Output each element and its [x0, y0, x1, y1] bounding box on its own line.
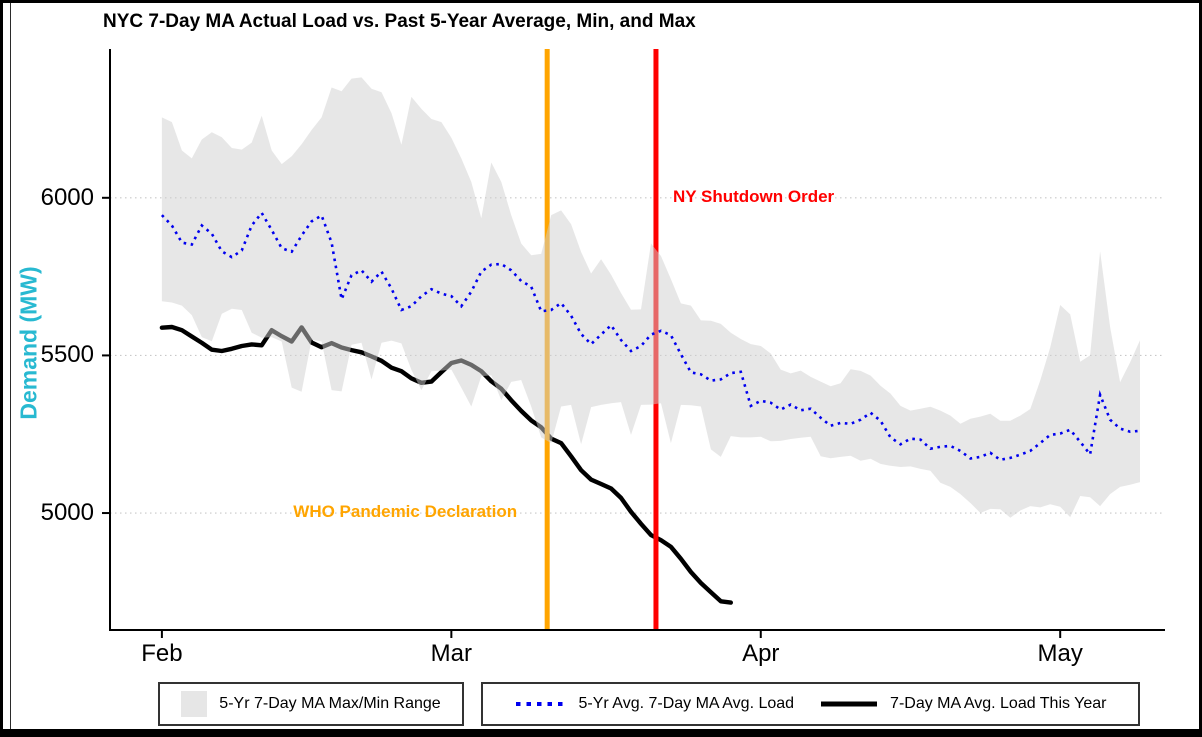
y-tick-label-5000: 5000	[40, 499, 94, 527]
window-frame-line	[10, 3, 11, 729]
y-tick-label-6000: 6000	[40, 183, 94, 211]
chart-title: NYC 7-Day MA Actual Load vs. Past 5-Year…	[103, 11, 696, 32]
x-tick-label-mar: Mar	[430, 640, 473, 667]
x-tick-label-may: May	[1037, 640, 1083, 667]
legend-box-lines: 5-Yr Avg. 7-Day MA Avg. Load 7-Day MA Av…	[481, 682, 1140, 726]
ny-shutdown-annotation: NY Shutdown Order	[672, 186, 835, 206]
legend-box-range: 5-Yr 7-Day MA Max/Min Range	[158, 682, 464, 726]
legend-label-thisyear: 7-Day MA Avg. Load This Year	[890, 695, 1107, 712]
y-tick-label-5500: 5500	[40, 341, 94, 369]
legend-entry-thisyear: 7-Day MA Avg. Load This Year	[820, 695, 1106, 713]
dotted-line-icon	[515, 702, 566, 706]
legend-entry-avg: 5-Yr Avg. 7-Day MA Avg. Load	[515, 695, 795, 713]
solid-line-icon	[821, 701, 878, 707]
x-tick-label-feb: Feb	[141, 640, 183, 667]
legend-label-avg: 5-Yr Avg. 7-Day MA Avg. Load	[578, 695, 795, 712]
legend-label-range: 5-Yr 7-Day MA Max/Min Range	[219, 695, 441, 712]
who-pandemic-annotation: WHO Pandemic Declaration	[293, 502, 518, 522]
chart-canvas	[102, 49, 1165, 638]
band-swatch-icon	[181, 691, 208, 717]
x-tick-label-apr: Apr	[742, 640, 780, 667]
